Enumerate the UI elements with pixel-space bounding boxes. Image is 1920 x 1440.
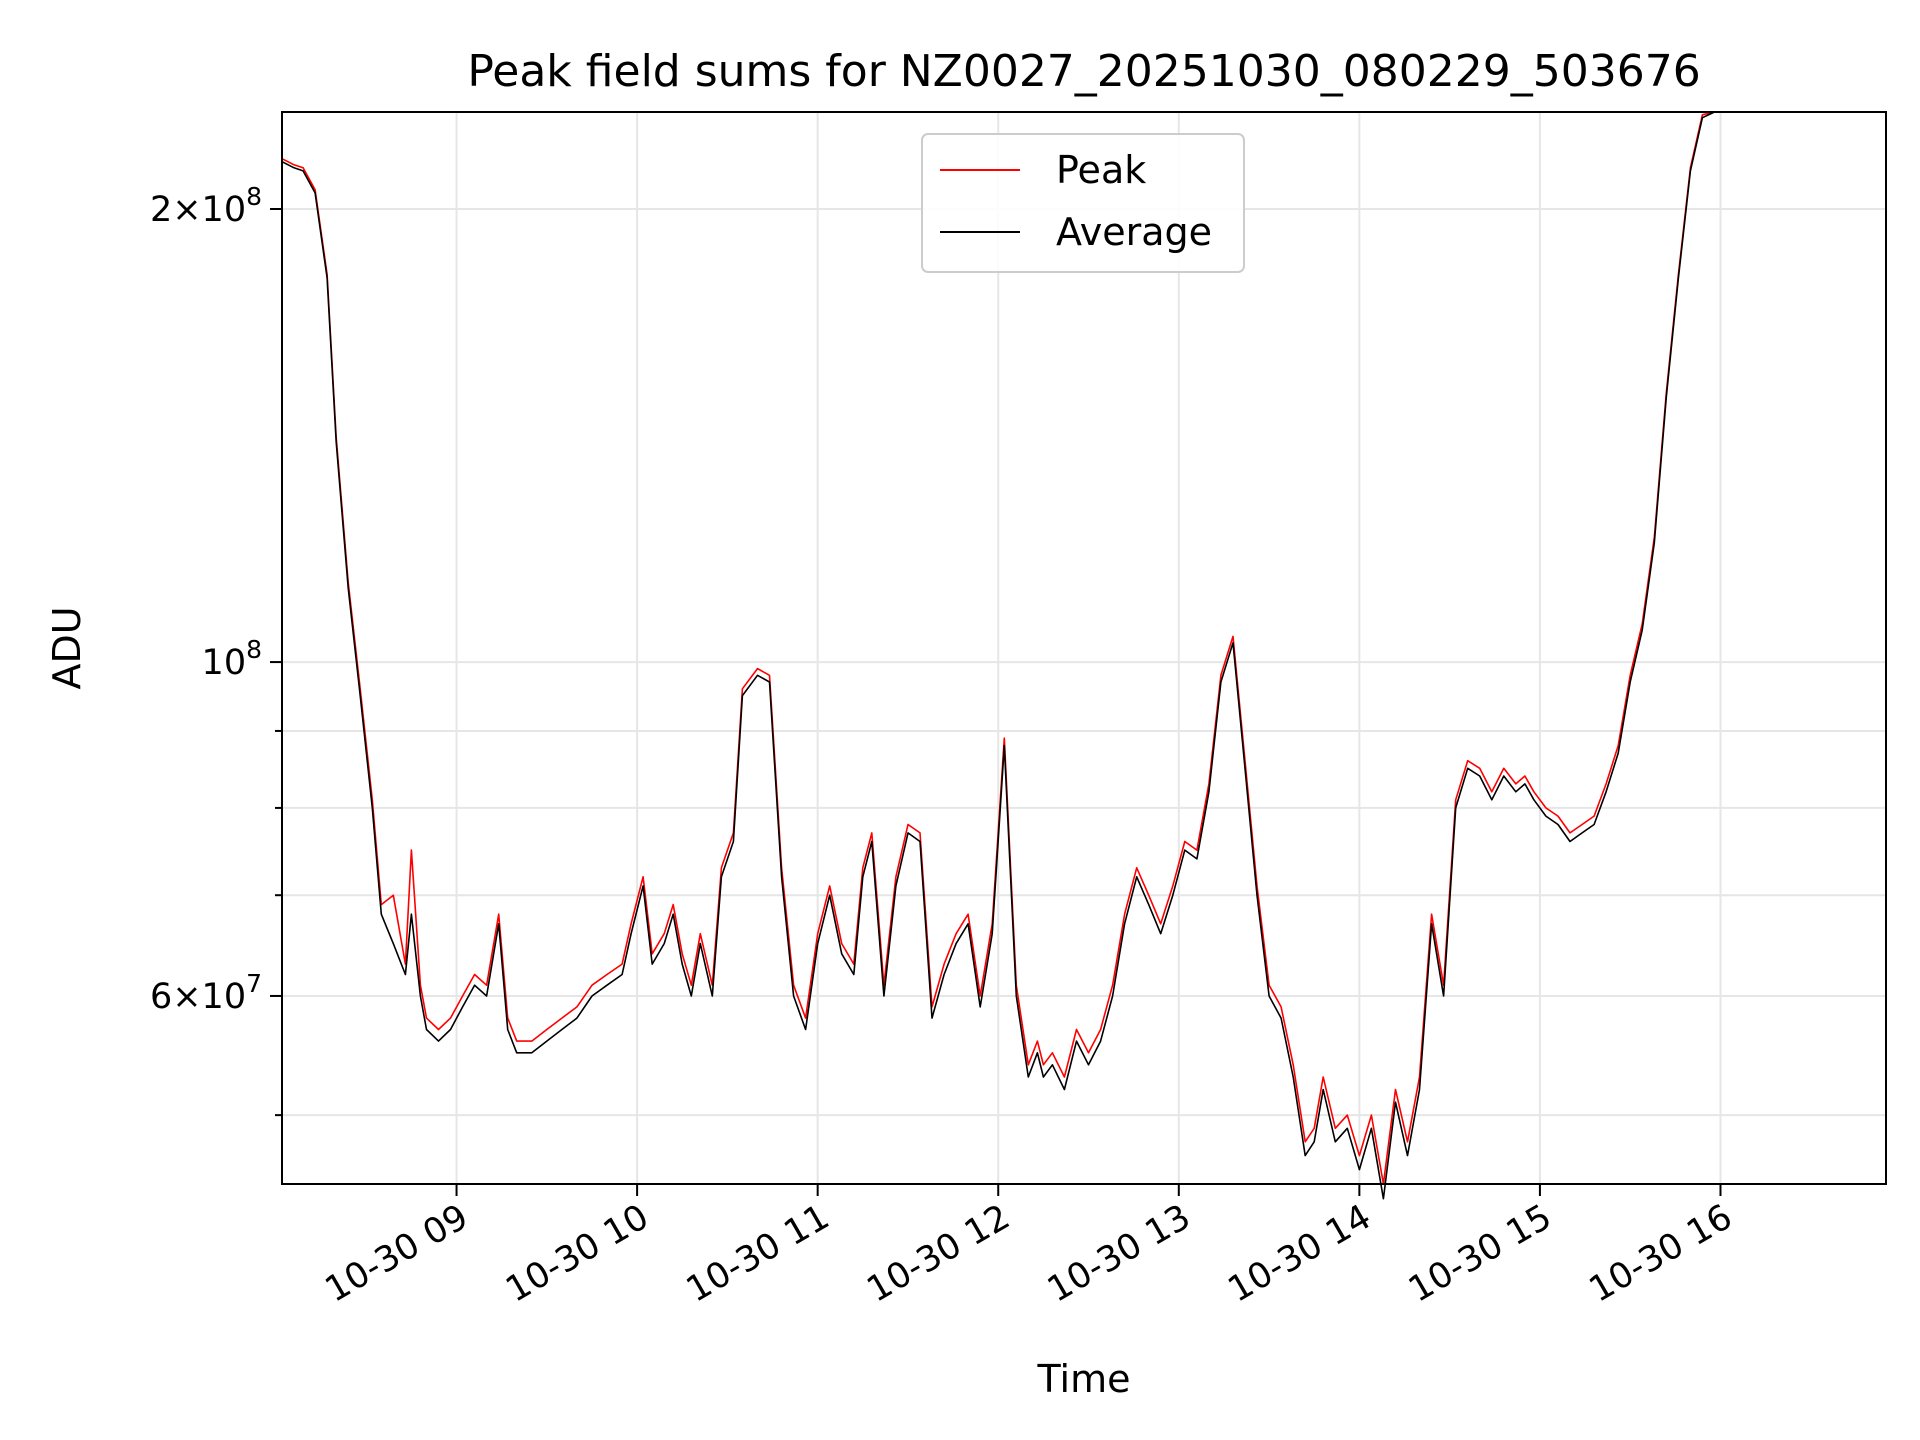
x-tick-label: 10-30 09 bbox=[319, 1197, 475, 1310]
x-tick-label: 10-30 11 bbox=[680, 1197, 836, 1310]
y-tick-label: 2×108 bbox=[150, 182, 262, 230]
x-axis-label: Time bbox=[1037, 1357, 1131, 1401]
y-axis-ticks: 6×107 108 2×108 bbox=[150, 182, 282, 1117]
x-tick-label: 10-30 10 bbox=[499, 1197, 655, 1310]
x-tick-label: 10-30 16 bbox=[1583, 1197, 1739, 1310]
x-tick-label: 10-30 14 bbox=[1222, 1197, 1378, 1310]
y-tick-label: 108 bbox=[202, 635, 262, 683]
x-axis-ticks: 10-30 09 10-30 10 10-30 11 10-30 12 10-30 13… bbox=[319, 1184, 1739, 1310]
legend-label-average: Average bbox=[1056, 210, 1212, 254]
x-tick-label: 10-30 15 bbox=[1402, 1197, 1558, 1310]
y-axis-label: ADU bbox=[45, 606, 89, 689]
legend-label-peak: Peak bbox=[1056, 148, 1146, 192]
plot-series bbox=[281, 111, 1715, 1200]
x-tick-label: 10-30 12 bbox=[860, 1197, 1016, 1310]
grid-lines bbox=[282, 112, 1886, 1184]
chart-title: Peak field sums for NZ0027_20251030_0802… bbox=[467, 46, 1700, 97]
series-line-average bbox=[281, 111, 1715, 1200]
y-tick-label: 6×107 bbox=[150, 969, 262, 1017]
legend-box bbox=[921, 133, 1245, 273]
legend: Peak Average bbox=[921, 133, 1245, 273]
plot-frame bbox=[281, 111, 1887, 1185]
x-tick-label: 10-30 13 bbox=[1041, 1197, 1197, 1310]
